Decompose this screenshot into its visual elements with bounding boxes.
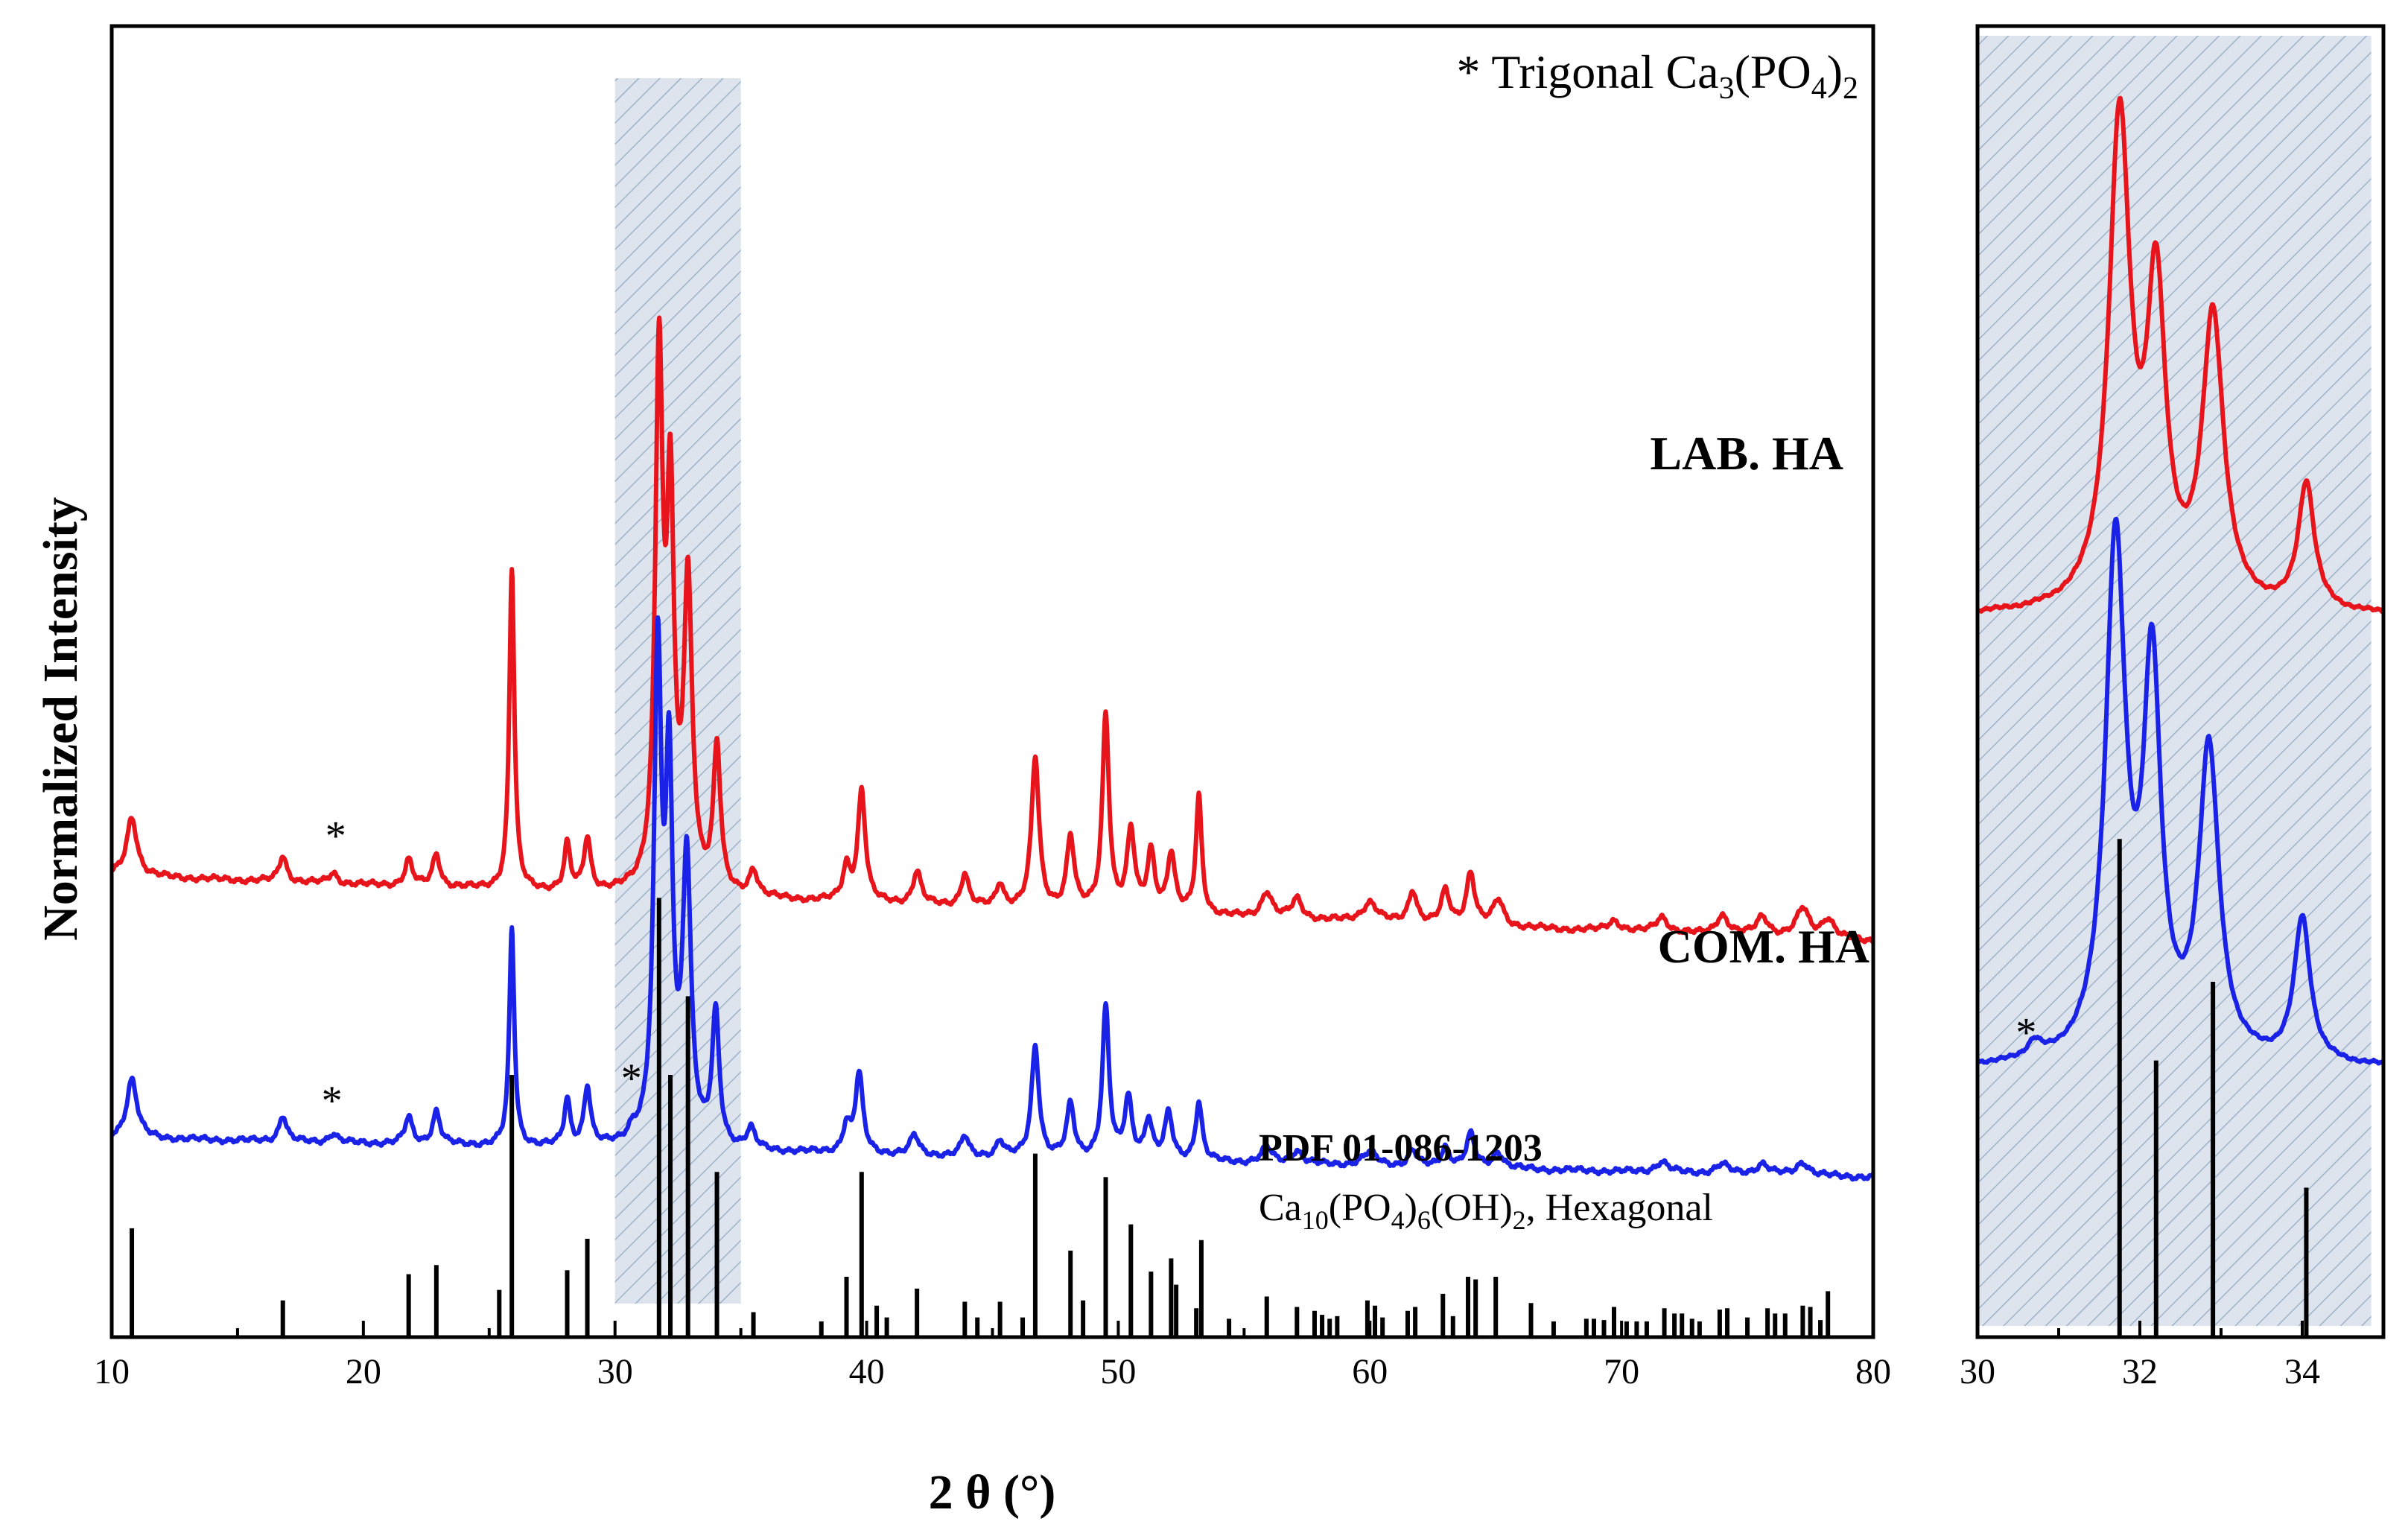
reference-sticks <box>130 898 1831 1337</box>
star-marker-com-ha-30: * <box>621 1056 642 1102</box>
x-tick-label: 70 <box>1604 1352 1639 1391</box>
x-tick-label: 50 <box>1100 1352 1136 1391</box>
x-tick-label: 30 <box>597 1352 633 1391</box>
inset-highlight-region <box>1979 36 2372 1326</box>
legend-note-trigonal: * Trigonal Ca3(PO4)2 <box>1457 45 1859 106</box>
main-x-axis: 10 20 30 40 50 60 70 80 <box>94 1321 1891 1391</box>
y-axis-title: Normalized Intensity <box>34 497 88 941</box>
inset-series-line-com-ha <box>1977 516 2383 1066</box>
reference-card-title: PDF 01-086-1203 <box>1259 1127 1543 1170</box>
inset-reference-sticks <box>2117 839 2309 1337</box>
legend-star: * <box>1457 45 1481 98</box>
x-tick-label: 60 <box>1352 1352 1388 1391</box>
star-marker-inset: * <box>2015 1009 2036 1056</box>
main-series-group <box>112 315 1873 1182</box>
label-lab-ha: LAB. HA <box>1650 427 1843 480</box>
x-tick-label: 80 <box>1855 1352 1891 1391</box>
inset-x-axis: 30 32 34 <box>1960 1321 2385 1391</box>
inset-series-line-lab-ha <box>1977 95 2383 615</box>
inset-plot-frame <box>1975 24 2386 1339</box>
x-tick-label: 40 <box>849 1352 885 1391</box>
x-tick-label: 10 <box>94 1352 130 1391</box>
inset-series-group <box>1977 95 2383 1066</box>
x-tick-label: 20 <box>346 1352 381 1391</box>
inset-x-tick-label: 30 <box>1960 1352 1995 1391</box>
star-marker-lab-ha: * <box>325 813 346 859</box>
inset-x-tick-label: 34 <box>2284 1352 2320 1391</box>
label-com-ha: COM. HA <box>1658 920 1869 973</box>
star-marker-com-ha: * <box>322 1078 343 1124</box>
series-line-lab-ha <box>112 315 1873 945</box>
inset-x-tick-label: 32 <box>2122 1352 2158 1391</box>
series-line-com-ha <box>112 615 1873 1182</box>
x-axis-title: 2 θ (°) <box>929 1465 1056 1520</box>
reference-formula: Ca10(PO4)6(OH)2, Hexagonal <box>1259 1187 1713 1235</box>
